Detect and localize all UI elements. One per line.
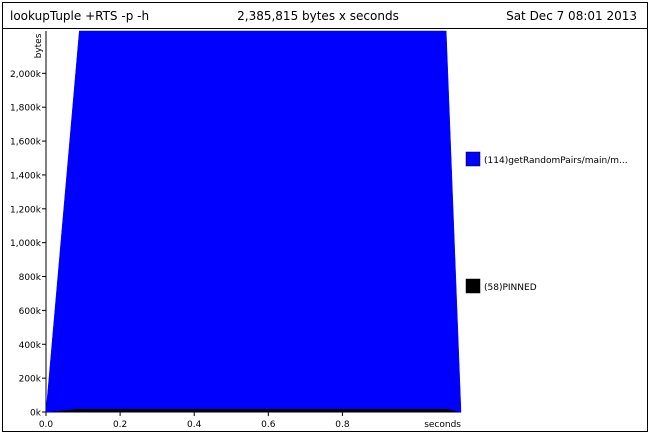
header-total: 2,385,815 bytes x seconds — [237, 9, 399, 23]
area-series-1 — [45, 30, 462, 413]
header-program: lookupTuple +RTS -p -h — [10, 9, 149, 23]
legend-label: (114)getRandomPairs/main/m... — [484, 156, 628, 166]
y-tick-label: 600k — [19, 307, 42, 317]
x-tick-label: 0.0 — [39, 420, 54, 430]
y-tick-label: 200k — [19, 375, 42, 385]
x-tick-label: 0.2 — [113, 420, 127, 430]
legend-swatch — [465, 278, 481, 294]
y-tick-label: 1,800k — [10, 104, 42, 114]
chart-frame — [2, 28, 648, 432]
y-tick-label: 800k — [19, 273, 42, 283]
x-tick-label: 0.4 — [187, 420, 202, 430]
y-tick-label: 1,000k — [10, 239, 42, 249]
x-axis-title: seconds — [424, 420, 461, 430]
x-tick-label: 0.6 — [261, 420, 276, 430]
x-tick-label: 0.8 — [335, 420, 350, 430]
header-box — [2, 2, 648, 29]
y-tick-label: 1,200k — [10, 205, 42, 215]
y-tick-label: 2,000k — [10, 70, 42, 80]
y-tick-label: 0k — [30, 409, 42, 419]
y-axis-title: bytes — [34, 33, 44, 58]
legend-swatch — [465, 151, 481, 167]
y-tick-label: 1,600k — [10, 138, 42, 148]
y-tick-label: 1,400k — [10, 171, 42, 181]
header-date: Sat Dec 7 08:01 2013 — [506, 9, 637, 23]
y-tick-label: 400k — [19, 341, 42, 351]
legend-label: (58)PINNED — [484, 283, 537, 293]
area-series-0 — [45, 408, 462, 413]
